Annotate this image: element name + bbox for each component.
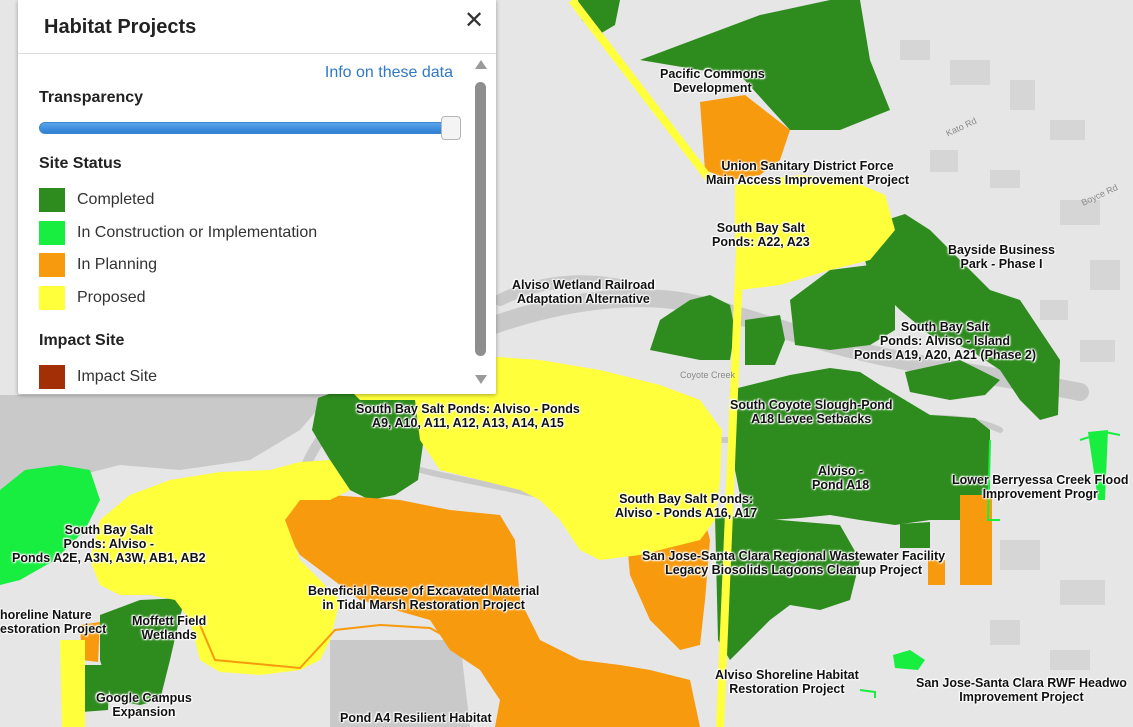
transparency-slider[interactable] <box>39 116 461 140</box>
legend-label: Completed <box>77 191 155 208</box>
scroll-thumb[interactable] <box>475 82 486 356</box>
urban-area <box>900 40 1120 670</box>
panel-header: Habitat Projects ✕ <box>18 0 496 54</box>
legend-swatch <box>39 365 65 389</box>
railroad-line <box>568 0 744 727</box>
panel-scrollbar[interactable] <box>474 60 488 388</box>
close-icon[interactable]: ✕ <box>463 7 485 34</box>
site-status-label: Site Status <box>39 155 122 172</box>
legend-swatch <box>39 221 65 245</box>
scroll-up-icon[interactable] <box>475 60 487 69</box>
completed-sites[interactable] <box>80 0 1060 712</box>
transparency-label: Transparency <box>39 89 144 106</box>
legend-label: Impact Site <box>77 368 158 385</box>
panel-title: Habitat Projects <box>44 16 197 38</box>
slider-track[interactable] <box>39 122 451 134</box>
legend-swatch <box>39 188 65 212</box>
bay-water <box>0 395 330 490</box>
legend-label: In Construction or Implementation <box>77 224 318 241</box>
construction-sites[interactable] <box>0 430 1108 670</box>
project-outlines <box>199 430 1121 698</box>
impact-site-label: Impact Site <box>39 332 125 349</box>
habitat-projects-panel: Habitat Projects ✕ Info on these data Tr… <box>18 0 496 394</box>
street-label-coyote-creek: Coyote Creek <box>680 370 736 380</box>
legend-label: In Planning <box>77 256 158 273</box>
slider-handle[interactable] <box>441 116 461 140</box>
legend-swatch <box>39 253 65 277</box>
proposed-sites[interactable] <box>60 175 895 727</box>
legend-label: Proposed <box>77 289 146 306</box>
legend-swatch <box>39 286 65 310</box>
scroll-down-icon[interactable] <box>475 375 487 384</box>
info-link[interactable]: Info on these data <box>324 64 453 81</box>
